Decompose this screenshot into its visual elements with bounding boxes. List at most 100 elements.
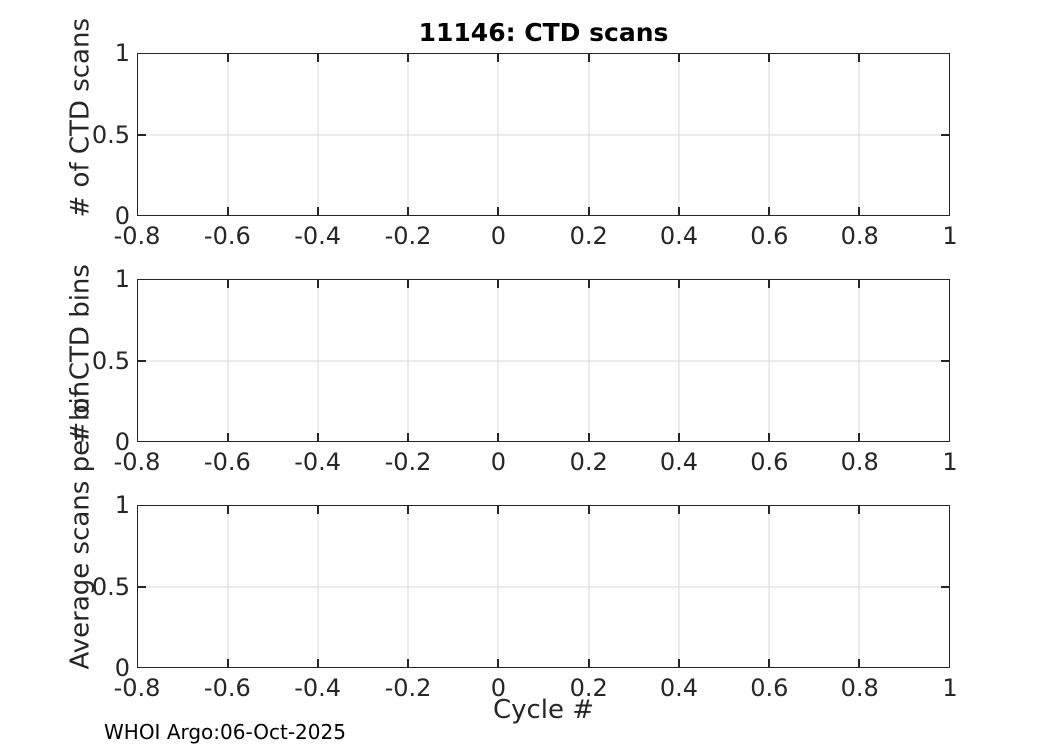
subplot-ctd-bins: # of CTD bins 0 0.5 1 -0.8 -0.6 -0.4 -0.2 0 0.2… xyxy=(0,264,1050,489)
x-tick-label: 0 xyxy=(490,222,506,250)
x-tick-label: 0 xyxy=(490,448,506,476)
tick-mark xyxy=(857,280,860,288)
tick-mark xyxy=(407,280,410,288)
plot-area xyxy=(137,53,950,216)
gridline-horizontal xyxy=(138,360,949,361)
tick-mark xyxy=(227,280,230,288)
x-tick-label: 0.4 xyxy=(659,674,699,702)
x-tick-label: 0.6 xyxy=(750,448,789,476)
tick-mark xyxy=(587,54,590,62)
x-tick-label: -0.2 xyxy=(384,222,432,250)
x-tick-label: -0.4 xyxy=(294,448,342,476)
tick-mark xyxy=(497,506,500,514)
x-tick-row: -0.8 -0.6 -0.4 -0.2 0 0.2 0.4 0.6 0.8 1 xyxy=(114,447,958,479)
tick-mark xyxy=(857,54,860,62)
y-tick-label: 1 xyxy=(114,491,130,519)
tick-mark xyxy=(138,133,146,136)
tick-mark xyxy=(767,433,770,441)
x-tick-label: 0.6 xyxy=(750,674,789,702)
y-tick-label: 0.5 xyxy=(91,346,130,375)
tick-mark xyxy=(497,54,500,62)
plot-area xyxy=(137,279,950,442)
tick-mark xyxy=(587,280,590,288)
tick-mark xyxy=(767,280,770,288)
y-tick-label: 0 xyxy=(114,654,130,682)
tick-mark xyxy=(677,207,680,215)
tick-mark xyxy=(677,433,680,441)
x-tick-label: 1 xyxy=(942,222,958,250)
tick-mark xyxy=(767,54,770,62)
tick-mark xyxy=(677,54,680,62)
tick-mark xyxy=(767,506,770,514)
tick-mark xyxy=(227,659,230,667)
y-tick-col: 0 0.5 1 xyxy=(0,265,130,456)
x-tick-label: -0.2 xyxy=(384,448,432,476)
x-tick-label: 0.8 xyxy=(840,222,879,250)
y-tick-col: 0 0.5 1 xyxy=(0,491,130,682)
x-tick-label: 0.4 xyxy=(659,222,699,250)
tick-mark xyxy=(677,280,680,288)
tick-mark xyxy=(407,433,410,441)
x-tick-label: 0.2 xyxy=(569,674,608,702)
tick-mark xyxy=(317,54,320,62)
tick-mark xyxy=(227,506,230,514)
tick-mark xyxy=(407,659,410,667)
tick-mark xyxy=(227,207,230,215)
x-tick-label: -0.8 xyxy=(113,674,161,702)
tick-mark xyxy=(587,207,590,215)
tick-mark xyxy=(587,506,590,514)
y-tick-label: 0.5 xyxy=(91,572,130,601)
x-tick-label: -0.4 xyxy=(294,222,342,250)
x-tick-label: 0.8 xyxy=(840,448,879,476)
x-tick-label: -0.6 xyxy=(203,448,251,476)
tick-mark xyxy=(227,433,230,441)
x-axis-label: Cycle # xyxy=(492,695,595,725)
x-tick-label: -0.6 xyxy=(203,674,251,702)
x-tick-label: 0.8 xyxy=(840,674,879,702)
tick-mark xyxy=(587,659,590,667)
tick-mark xyxy=(857,433,860,441)
x-tick-label: -0.2 xyxy=(384,674,432,702)
x-tick-label: -0.4 xyxy=(294,674,342,702)
x-tick-label: -0.6 xyxy=(203,222,251,250)
x-tick-label: 1 xyxy=(942,448,958,476)
tick-mark xyxy=(138,585,146,588)
tick-mark xyxy=(767,659,770,667)
y-tick-col: 0 0.5 1 xyxy=(0,39,130,230)
gridline-horizontal xyxy=(138,586,949,587)
tick-mark xyxy=(497,659,500,667)
tick-mark xyxy=(857,659,860,667)
x-tick-row: -0.8 -0.6 -0.4 -0.2 0 0.2 0.4 0.6 0.8 1 xyxy=(114,673,958,705)
tick-mark xyxy=(677,659,680,667)
tick-mark xyxy=(941,585,949,588)
tick-mark xyxy=(767,207,770,215)
x-tick-label: 0.6 xyxy=(750,222,789,250)
plot-area xyxy=(137,505,950,668)
tick-mark xyxy=(317,280,320,288)
y-tick-label: 0 xyxy=(114,202,130,230)
tick-mark xyxy=(407,54,410,62)
subplot-ctd-scans: # of CTD scans 0 0.5 1 -0.8 -0.6 -0.4 -0.2 0 0.… xyxy=(0,18,1050,263)
x-tick-label: 0.2 xyxy=(569,222,608,250)
tick-mark xyxy=(138,359,146,362)
y-tick-label: 0.5 xyxy=(91,120,130,149)
tick-mark xyxy=(407,207,410,215)
tick-mark xyxy=(941,359,949,362)
subplot-avg-scans-per-bin: Average scans per bin 0 0.5 1 -0.8 -0.6 -0.4… xyxy=(0,381,1050,715)
gridline-horizontal xyxy=(138,134,949,135)
tick-mark xyxy=(407,506,410,514)
figure-title: 11146: CTD scans xyxy=(418,18,669,47)
x-tick-label: -0.8 xyxy=(113,222,161,250)
tick-mark xyxy=(317,433,320,441)
footer-text: WHOI Argo:06-Oct-2025 xyxy=(104,720,346,744)
x-tick-row: -0.8 -0.6 -0.4 -0.2 0 0.2 0.4 0.6 0.8 1 xyxy=(114,221,958,253)
tick-mark xyxy=(227,54,230,62)
tick-mark xyxy=(317,659,320,667)
y-tick-label: 0 xyxy=(114,428,130,456)
y-tick-label: 1 xyxy=(114,265,130,293)
tick-mark xyxy=(941,133,949,136)
tick-mark xyxy=(497,207,500,215)
tick-mark xyxy=(587,433,590,441)
tick-mark xyxy=(317,506,320,514)
